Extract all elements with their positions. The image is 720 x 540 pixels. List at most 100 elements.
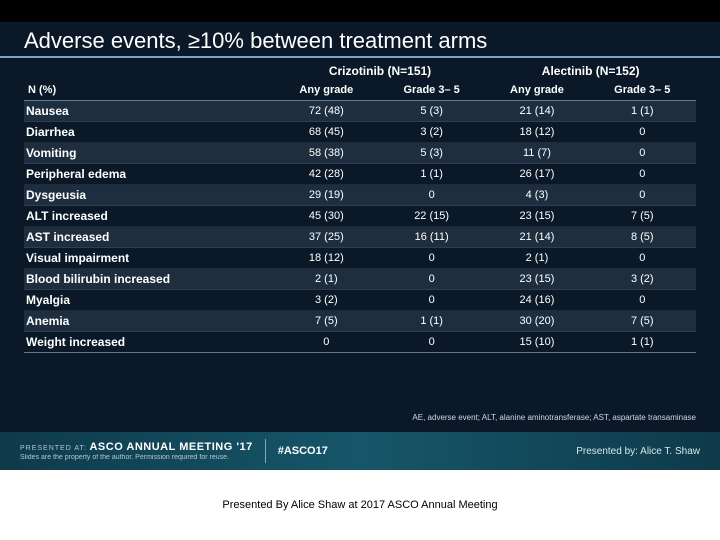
col-any-grade-1: Any grade	[275, 81, 378, 101]
cell: 7 (5)	[589, 206, 696, 227]
top-black-bar	[0, 0, 720, 22]
cell: 3 (2)	[589, 269, 696, 290]
cell: 1 (1)	[589, 332, 696, 353]
cell: 58 (38)	[275, 143, 378, 164]
banner-divider	[265, 439, 266, 463]
cell: 3 (2)	[378, 122, 485, 143]
table-header: Crizotinib (N=151) Alectinib (N=152) N (…	[24, 62, 696, 101]
cell: 0	[589, 122, 696, 143]
cell: 23 (15)	[485, 206, 588, 227]
cell: 7 (5)	[589, 311, 696, 332]
cell: 7 (5)	[275, 311, 378, 332]
cell: 21 (14)	[485, 101, 588, 122]
row-label: Weight increased	[24, 332, 275, 353]
cell: 1 (1)	[378, 311, 485, 332]
cell: 68 (45)	[275, 122, 378, 143]
adverse-events-table: Crizotinib (N=151) Alectinib (N=152) N (…	[24, 62, 696, 353]
cell: 0	[589, 290, 696, 311]
cell: 16 (11)	[378, 227, 485, 248]
cell: 26 (17)	[485, 164, 588, 185]
cell: 0	[378, 248, 485, 269]
disclaimer: Slides are the property of the author. P…	[20, 454, 253, 461]
col-grade35-1: Grade 3– 5	[378, 81, 485, 101]
cell: 42 (28)	[275, 164, 378, 185]
cell: 5 (3)	[378, 143, 485, 164]
cell: 4 (3)	[485, 185, 588, 206]
table-row: Anemia7 (5)1 (1)30 (20)7 (5)	[24, 311, 696, 332]
col-grade35-2: Grade 3– 5	[589, 81, 696, 101]
cell: 0	[378, 290, 485, 311]
cell: 2 (1)	[485, 248, 588, 269]
cell: 0	[378, 269, 485, 290]
sub-header-row: N (%) Any grade Grade 3– 5 Any grade Gra…	[24, 81, 696, 101]
row-label: AST increased	[24, 227, 275, 248]
footnote: AE, adverse event; ALT, alanine aminotra…	[412, 413, 696, 422]
cell: 0	[378, 332, 485, 353]
cell: 1 (1)	[378, 164, 485, 185]
table-row: Weight increased0015 (10)1 (1)	[24, 332, 696, 353]
caption-area: Presented By Alice Shaw at 2017 ASCO Ann…	[0, 470, 720, 540]
table-row: Diarrhea68 (45)3 (2)18 (12)0	[24, 122, 696, 143]
row-label: Vomiting	[24, 143, 275, 164]
table-row: Blood bilirubin increased2 (1)023 (15)3 …	[24, 269, 696, 290]
row-label: Peripheral edema	[24, 164, 275, 185]
cell: 0	[378, 185, 485, 206]
table-row: Peripheral edema42 (28)1 (1)26 (17)0	[24, 164, 696, 185]
hashtag: #ASCO17	[278, 445, 328, 457]
cell: 2 (1)	[275, 269, 378, 290]
table-row: Dysgeusia29 (19)04 (3)0	[24, 185, 696, 206]
table-row: Visual impairment18 (12)02 (1)0	[24, 248, 696, 269]
cell: 1 (1)	[589, 101, 696, 122]
cell: 3 (2)	[275, 290, 378, 311]
blank-corner	[24, 62, 275, 81]
row-label: Myalgia	[24, 290, 275, 311]
cell: 0	[589, 164, 696, 185]
table-row: ALT increased45 (30)22 (15)23 (15)7 (5)	[24, 206, 696, 227]
cell: 11 (7)	[485, 143, 588, 164]
n-percent-label: N (%)	[24, 81, 275, 101]
cell: 23 (15)	[485, 269, 588, 290]
caption-text: Presented By Alice Shaw at 2017 ASCO Ann…	[222, 499, 497, 511]
cell: 30 (20)	[485, 311, 588, 332]
cell: 8 (5)	[589, 227, 696, 248]
cell: 45 (30)	[275, 206, 378, 227]
cell: 0	[589, 143, 696, 164]
title-block: Adverse events, ≥10% between treatment a…	[0, 22, 720, 58]
table-row: Nausea72 (48)5 (3)21 (14)1 (1)	[24, 101, 696, 122]
row-label: Visual impairment	[24, 248, 275, 269]
cell: 0	[589, 185, 696, 206]
cell: 5 (3)	[378, 101, 485, 122]
cell: 21 (14)	[485, 227, 588, 248]
cell: 0	[275, 332, 378, 353]
cell: 15 (10)	[485, 332, 588, 353]
cell: 0	[589, 248, 696, 269]
banner-right: Presented by: Alice T. Shaw	[576, 446, 700, 457]
cell: 29 (19)	[275, 185, 378, 206]
presented-at-label: PRESENTED AT:	[20, 445, 87, 452]
slide-container: Adverse events, ≥10% between treatment a…	[0, 0, 720, 470]
presented-by-label: Presented by:	[576, 446, 638, 457]
presenter-name: Alice T. Shaw	[640, 446, 700, 457]
cell: 22 (15)	[378, 206, 485, 227]
cell: 18 (12)	[275, 248, 378, 269]
meeting-name: ASCO ANNUAL MEETING '17	[89, 441, 252, 453]
row-label: Dysgeusia	[24, 185, 275, 206]
row-label: Anemia	[24, 311, 275, 332]
table-body: Nausea72 (48)5 (3)21 (14)1 (1)Diarrhea68…	[24, 101, 696, 353]
footer-banner: PRESENTED AT: ASCO ANNUAL MEETING '17 Sl…	[0, 432, 720, 470]
row-label: Nausea	[24, 101, 275, 122]
row-label: Blood bilirubin increased	[24, 269, 275, 290]
row-label: Diarrhea	[24, 122, 275, 143]
slide-title: Adverse events, ≥10% between treatment a…	[24, 28, 696, 54]
cell: 72 (48)	[275, 101, 378, 122]
group-header-row: Crizotinib (N=151) Alectinib (N=152)	[24, 62, 696, 81]
table-row: Myalgia3 (2)024 (16)0	[24, 290, 696, 311]
cell: 18 (12)	[485, 122, 588, 143]
table-row: AST increased37 (25)16 (11)21 (14)8 (5)	[24, 227, 696, 248]
group-crizotinib: Crizotinib (N=151)	[275, 62, 486, 81]
cell: 37 (25)	[275, 227, 378, 248]
banner-left: PRESENTED AT: ASCO ANNUAL MEETING '17 Sl…	[20, 441, 253, 461]
group-alectinib: Alectinib (N=152)	[485, 62, 696, 81]
row-label: ALT increased	[24, 206, 275, 227]
cell: 24 (16)	[485, 290, 588, 311]
